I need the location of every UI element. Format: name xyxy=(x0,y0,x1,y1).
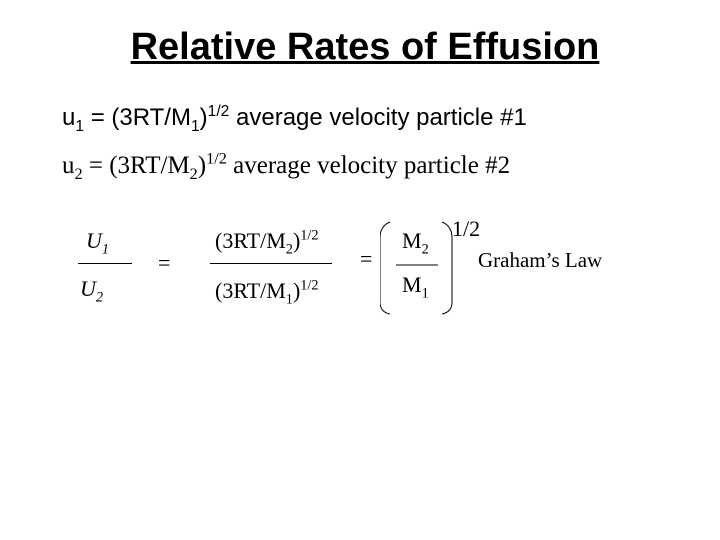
subscript: 1 xyxy=(190,117,200,135)
subscript: 1 xyxy=(285,291,293,308)
middle-numerator: (3RT/M2)1/2 xyxy=(215,227,319,258)
formula: (3RT/M xyxy=(215,278,286,303)
fraction-bar xyxy=(210,263,332,264)
formula: = (3RT/M xyxy=(84,104,191,131)
left-denominator: U2 xyxy=(80,276,104,306)
formula: ) xyxy=(292,278,301,303)
equals-sign: = xyxy=(158,250,171,275)
subscript: 2 xyxy=(421,241,429,258)
title: Relative Rates of Effusion xyxy=(130,26,600,68)
velocity-line-1: u1 = (3RT/M1)1/2 average velocity partic… xyxy=(62,103,527,135)
subscript: 2 xyxy=(189,165,198,183)
subscript: 2 xyxy=(74,165,83,183)
superscript: 1/2 xyxy=(300,277,319,294)
left-numerator: U1 xyxy=(86,228,110,258)
symbol: u xyxy=(62,152,75,179)
superscript: 1/2 xyxy=(206,149,227,168)
right-denominator: M1 xyxy=(402,272,429,302)
middle-denominator: (3RT/M1)1/2 xyxy=(215,277,319,308)
law-label: Graham’s Law xyxy=(478,248,603,272)
symbol: u xyxy=(62,104,76,131)
symbol: M xyxy=(402,272,422,297)
formula: = (3RT/M xyxy=(82,152,190,179)
left-paren xyxy=(380,221,391,315)
right-paren xyxy=(441,221,453,315)
fraction-bar xyxy=(78,263,132,264)
description: average velocity particle #1 xyxy=(229,104,527,131)
superscript: 1/2 xyxy=(207,103,230,120)
subscript: 1 xyxy=(421,285,429,302)
right-numerator: M2 xyxy=(402,228,429,258)
superscript: 1/2 xyxy=(300,227,319,244)
parentheses xyxy=(380,221,453,315)
formula: ) xyxy=(199,104,208,131)
equals-sign: = xyxy=(360,246,373,271)
subscript: 1 xyxy=(101,241,110,258)
exponent: 1/2 xyxy=(452,216,481,241)
formula: ) xyxy=(292,228,301,253)
symbol: U xyxy=(86,228,102,253)
symbol: U xyxy=(80,276,96,301)
subscript: 1 xyxy=(75,117,85,135)
subscript: 2 xyxy=(285,241,293,258)
formula: ) xyxy=(197,152,207,179)
symbol: M xyxy=(402,228,422,253)
formula: (3RT/M xyxy=(215,228,286,253)
velocity-line-2: u2 = (3RT/M2)1/2 average velocity partic… xyxy=(62,149,511,183)
subscript: 2 xyxy=(95,289,104,306)
description: average velocity particle #2 xyxy=(226,152,511,179)
